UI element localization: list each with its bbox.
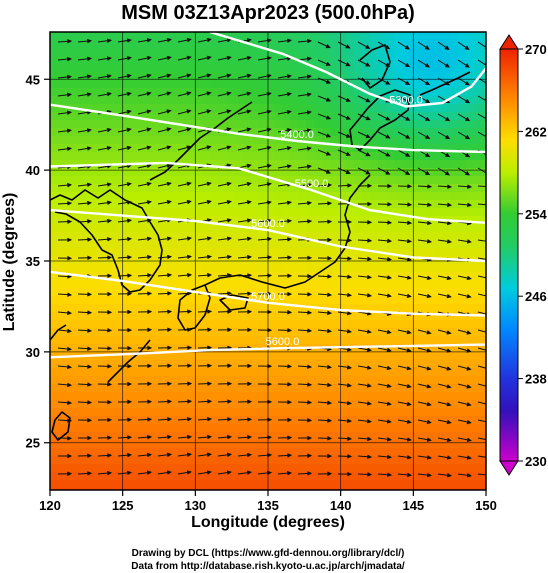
x-tick-label: 125 — [112, 498, 134, 513]
contour-label: 5500.0 — [295, 178, 329, 190]
contour-label: 5600.0 — [266, 336, 300, 348]
x-tick-label: 150 — [475, 498, 497, 513]
wind-vectors — [57, 37, 486, 478]
x-tick-label: 145 — [402, 498, 424, 513]
x-axis: 120 125 130 135 140 145 150 — [39, 490, 497, 513]
contour-label: 5300.0 — [389, 95, 423, 107]
colorbar-tick-label: 262 — [525, 124, 547, 139]
colorbar-tick-label: 230 — [525, 454, 547, 469]
temperature-field — [50, 32, 486, 490]
colorbar-scale — [499, 48, 519, 462]
credit-drawing: Drawing by DCL (https://www.gfd-dennou.o… — [132, 548, 405, 559]
contour-line — [50, 208, 486, 263]
colorbar-tick-label: 270 — [525, 42, 547, 57]
plot-area: 5600.0 5700.0 5600.0 5500.0 5400.0 5300.0 — [50, 32, 486, 490]
map-title: MSM 03Z13Apr2023 (500.0hPa) — [121, 2, 414, 24]
colorbar-tick-label: 254 — [525, 207, 547, 222]
y-tick-label: 25 — [26, 436, 40, 451]
x-tick-label: 140 — [330, 498, 352, 513]
y-tick-label: 40 — [26, 163, 40, 178]
coastlines — [50, 44, 471, 441]
contour-line — [209, 32, 486, 108]
contour-label: 5600.0 — [251, 218, 285, 230]
colorbar-tick-label: 246 — [525, 289, 547, 304]
y-tick-label: 45 — [26, 72, 40, 87]
contour-line — [50, 161, 486, 224]
colorbar-ticks: 230 238 246 254 262 270 — [518, 42, 547, 469]
colorbar-min-arrow — [499, 460, 519, 476]
x-axis-label: Longitude (degrees) — [191, 514, 345, 531]
colorbar-tick-label: 238 — [525, 372, 547, 387]
y-axis-label: Latitude (degrees) — [1, 193, 18, 332]
credit-data: Data from http://database.rish.kyoto-u.a… — [131, 561, 405, 572]
contour-line — [50, 103, 486, 154]
contour-line — [50, 343, 486, 359]
x-tick-label: 130 — [184, 498, 206, 513]
x-tick-label: 120 — [39, 498, 61, 513]
colorbar: 230 238 246 254 262 270 — [499, 34, 547, 476]
contour-label: 5700.0 — [251, 291, 285, 303]
y-tick-label: 30 — [26, 345, 40, 360]
contour-label: 5400.0 — [280, 129, 314, 141]
x-tick-label: 135 — [257, 498, 279, 513]
contour-line — [50, 270, 486, 317]
y-axis: 25 30 35 40 45 — [26, 72, 50, 451]
colorbar-max-arrow — [499, 34, 519, 50]
y-tick-label: 35 — [26, 254, 40, 269]
geopotential-contours: 5600.0 5700.0 5600.0 5500.0 5400.0 5300.0 — [50, 32, 486, 359]
grid-lines — [50, 32, 486, 490]
